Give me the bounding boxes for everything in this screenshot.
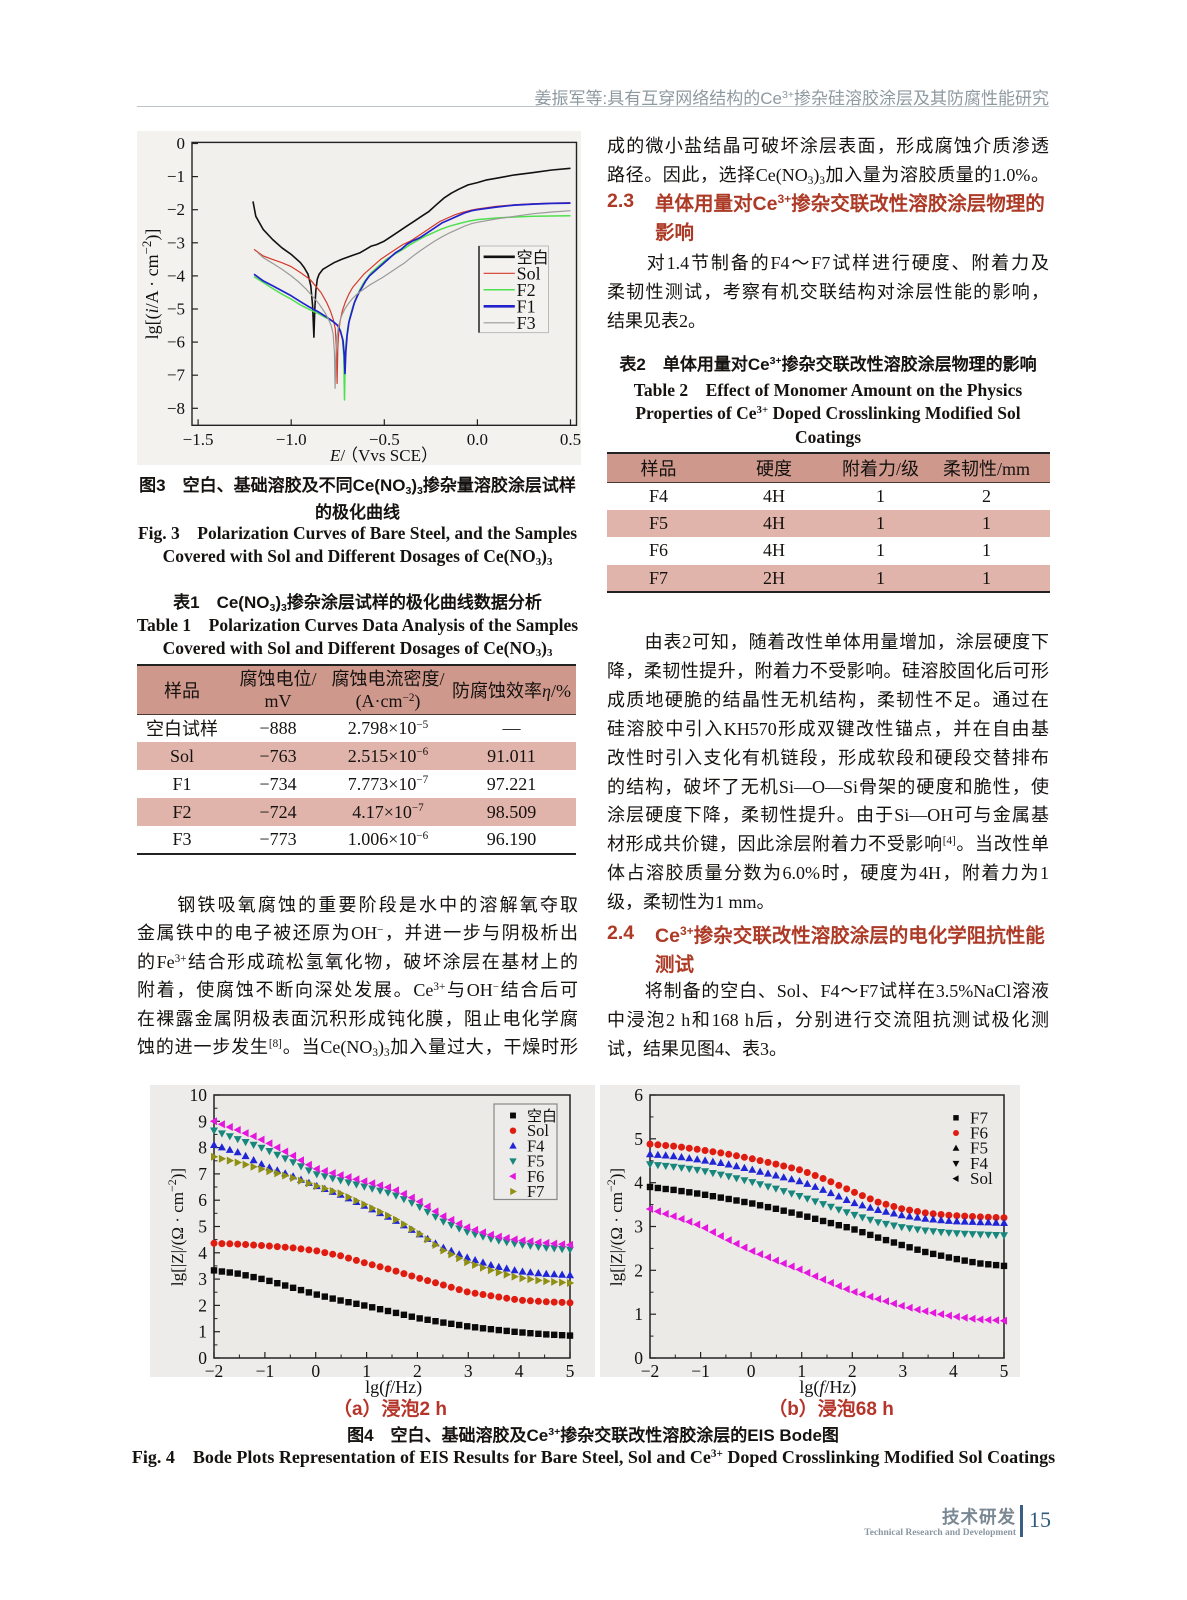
svg-text:5: 5 (198, 1217, 207, 1237)
svg-text:−1.0: −1.0 (276, 430, 307, 449)
svg-text:Sol: Sol (970, 1169, 993, 1188)
svg-text:−7: −7 (167, 366, 186, 385)
svg-text:−4: −4 (167, 266, 186, 285)
svg-text:E/（Vvs SCE）: E/（Vvs SCE） (329, 446, 438, 465)
svg-text:−8: −8 (167, 399, 185, 418)
svg-text:−2: −2 (641, 1361, 660, 1381)
svg-text:0.0: 0.0 (467, 430, 488, 449)
svg-text:4: 4 (949, 1361, 958, 1381)
svg-text:−2: −2 (205, 1361, 224, 1381)
svg-text:8: 8 (198, 1138, 207, 1158)
svg-text:−1: −1 (691, 1361, 710, 1381)
svg-text:0: 0 (311, 1361, 320, 1381)
svg-text:1: 1 (797, 1361, 806, 1381)
svg-text:空白: 空白 (517, 249, 549, 267)
svg-text:Sol: Sol (517, 263, 541, 283)
svg-text:0: 0 (634, 1348, 643, 1368)
svg-text:7: 7 (198, 1164, 207, 1184)
svg-text:空白: 空白 (527, 1108, 557, 1125)
svg-text:−6: −6 (167, 333, 185, 352)
svg-text:−3: −3 (167, 233, 185, 252)
svg-text:1: 1 (198, 1322, 207, 1342)
svg-text:F7: F7 (970, 1108, 988, 1127)
svg-text:Sol: Sol (527, 1121, 549, 1140)
svg-text:lg[|Z|/(Ω · cm−2)]: lg[|Z|/(Ω · cm−2)] (604, 1168, 626, 1286)
svg-text:2: 2 (198, 1295, 207, 1315)
svg-text:F5: F5 (970, 1139, 988, 1158)
svg-text:0: 0 (177, 134, 186, 153)
svg-text:1: 1 (362, 1361, 371, 1381)
svg-text:0: 0 (747, 1361, 756, 1381)
svg-text:（b）浸泡68 h: （b）浸泡68 h (768, 1397, 894, 1420)
svg-text:9: 9 (198, 1111, 207, 1131)
svg-text:4: 4 (515, 1361, 524, 1381)
svg-text:F5: F5 (527, 1152, 544, 1171)
svg-text:6: 6 (198, 1190, 207, 1210)
svg-text:−2: −2 (167, 200, 185, 219)
svg-text:F4: F4 (527, 1136, 544, 1155)
svg-text:F3: F3 (517, 313, 536, 333)
svg-text:6: 6 (634, 1085, 643, 1105)
svg-text:−0.5: −0.5 (369, 430, 400, 449)
svg-text:4: 4 (634, 1173, 643, 1193)
svg-text:F6: F6 (970, 1124, 988, 1143)
svg-text:10: 10 (190, 1085, 208, 1105)
svg-text:0: 0 (198, 1348, 207, 1368)
svg-text:3: 3 (899, 1361, 908, 1381)
svg-text:−1.5: −1.5 (183, 430, 214, 449)
svg-text:−1: −1 (167, 167, 185, 186)
svg-text:0.5: 0.5 (560, 430, 581, 449)
svg-text:1: 1 (634, 1304, 643, 1324)
svg-text:3: 3 (198, 1269, 207, 1289)
svg-text:lg[|Z|/(Ω · cm−2)]: lg[|Z|/(Ω · cm−2)] (165, 1168, 187, 1286)
svg-text:2: 2 (848, 1361, 857, 1381)
svg-text:（a）浸泡2 h: （a）浸泡2 h (333, 1397, 447, 1420)
svg-text:−5: −5 (167, 300, 185, 319)
svg-text:2: 2 (413, 1361, 422, 1381)
svg-text:5: 5 (566, 1361, 575, 1381)
svg-text:3: 3 (634, 1217, 643, 1237)
svg-text:4: 4 (198, 1243, 207, 1263)
svg-text:F7: F7 (527, 1182, 544, 1201)
svg-text:5: 5 (1000, 1361, 1009, 1381)
svg-text:5: 5 (634, 1129, 643, 1149)
svg-text:lg(f/Hz): lg(f/Hz) (365, 1377, 422, 1398)
svg-text:−1: −1 (256, 1361, 275, 1381)
svg-text:F6: F6 (527, 1167, 544, 1186)
svg-text:lg(f/Hz): lg(f/Hz) (799, 1377, 856, 1398)
svg-text:F2: F2 (517, 280, 536, 300)
svg-text:3: 3 (464, 1361, 473, 1381)
svg-text:F4: F4 (970, 1154, 988, 1173)
svg-text:2: 2 (634, 1260, 643, 1280)
svg-text:F1: F1 (517, 296, 536, 316)
